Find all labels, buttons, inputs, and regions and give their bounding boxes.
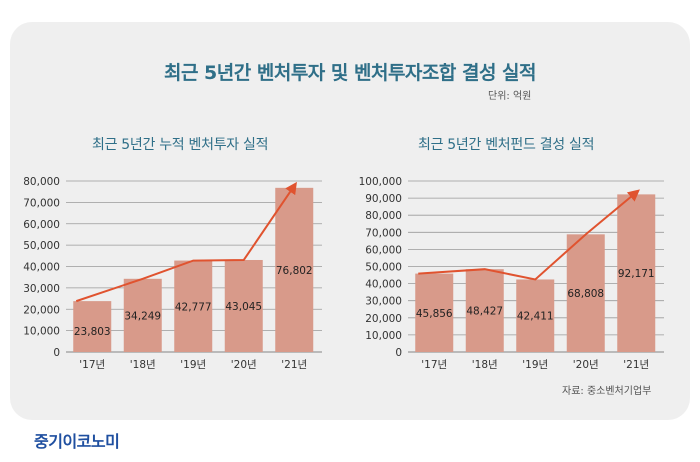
value-label: 42,777 [175, 301, 212, 313]
trend-line [75, 181, 297, 303]
x-tick-label: '21년 [281, 359, 307, 371]
y-tick-label: 50,000 [365, 262, 402, 274]
bar [73, 301, 112, 352]
y-tick-label: 30,000 [23, 283, 60, 295]
chart-title-investment: 최근 5년간 누적 벤처투자 실적 [92, 137, 269, 153]
value-label: 45,856 [416, 308, 453, 320]
y-tick-label: 100,000 [359, 176, 402, 188]
x-tick-label: '17년 [79, 359, 105, 371]
x-tick-label: '19년 [180, 359, 206, 371]
value-label: 42,411 [517, 311, 554, 323]
y-tick-label: 90,000 [365, 193, 402, 205]
y-tick-label: 30,000 [365, 296, 402, 308]
y-tick-label: 40,000 [23, 262, 60, 274]
y-tick-label: 70,000 [23, 197, 60, 209]
bar [566, 234, 605, 352]
y-tick-label: 80,000 [23, 176, 60, 188]
x-tick-label: '18년 [130, 359, 156, 371]
bar [516, 279, 555, 352]
x-tick-label: '18년 [472, 359, 498, 371]
x-tick-label: '20년 [231, 359, 257, 371]
y-tick-label: 40,000 [365, 279, 402, 291]
y-tick-label: 50,000 [23, 240, 60, 252]
y-tick-label: 10,000 [23, 326, 60, 338]
chart-card [10, 22, 690, 420]
main-title: 최근 5년간 벤처투자 및 벤처투자조합 결성 실적 [163, 62, 537, 84]
bar [415, 273, 454, 352]
chart-title-fund: 최근 5년간 벤처펀드 결성 실적 [418, 137, 595, 153]
bar [275, 187, 314, 352]
y-tick-label: 20,000 [23, 304, 60, 316]
value-label: 76,802 [276, 265, 313, 277]
y-tick-label: 60,000 [23, 219, 60, 231]
y-tick-label: 80,000 [365, 210, 402, 222]
bar [465, 269, 504, 352]
value-label: 68,808 [567, 288, 604, 300]
x-tick-label: '19년 [522, 359, 548, 371]
value-label: 48,427 [466, 306, 503, 318]
bar [617, 194, 656, 352]
value-label: 92,171 [618, 268, 655, 280]
x-tick-label: '21년 [623, 359, 649, 371]
trend-line [418, 189, 640, 281]
x-tick-label: '20년 [573, 359, 599, 371]
bar [123, 278, 162, 352]
y-tick-label: 20,000 [365, 313, 402, 325]
source-note: 자료: 중소벤처기업부 [562, 386, 652, 397]
value-label: 43,045 [225, 301, 262, 313]
x-tick-label: '17년 [421, 359, 447, 371]
y-tick-label: 0 [395, 347, 402, 359]
value-label: 34,249 [124, 310, 161, 322]
logo: 중기이코노미 [34, 432, 120, 451]
bar [174, 260, 213, 352]
unit-note: 단위: 억원 [488, 91, 532, 102]
bar [224, 259, 263, 352]
y-tick-label: 0 [53, 347, 60, 359]
y-tick-label: 60,000 [365, 244, 402, 256]
value-label: 23,803 [74, 326, 111, 338]
y-tick-label: 70,000 [365, 227, 402, 239]
y-tick-label: 10,000 [365, 330, 402, 342]
